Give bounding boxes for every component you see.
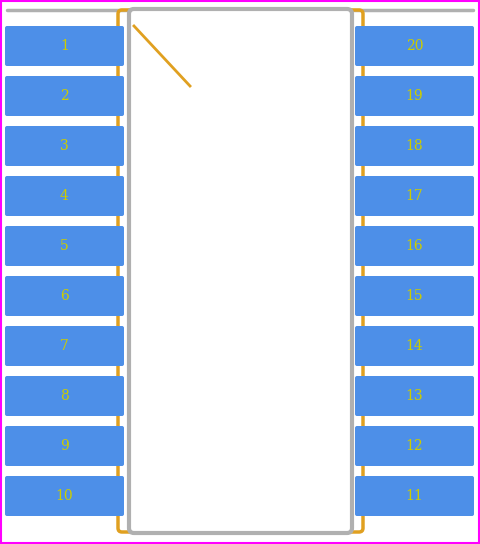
Text: 18: 18 bbox=[406, 139, 423, 153]
Text: 19: 19 bbox=[406, 89, 423, 103]
FancyBboxPatch shape bbox=[355, 326, 474, 366]
FancyBboxPatch shape bbox=[355, 26, 474, 66]
FancyBboxPatch shape bbox=[355, 126, 474, 166]
FancyBboxPatch shape bbox=[355, 226, 474, 266]
Text: 12: 12 bbox=[406, 439, 423, 453]
Text: 6: 6 bbox=[60, 289, 69, 303]
Text: 3: 3 bbox=[60, 139, 69, 153]
Text: 17: 17 bbox=[406, 189, 423, 203]
FancyBboxPatch shape bbox=[355, 276, 474, 316]
Text: 11: 11 bbox=[406, 489, 423, 503]
FancyBboxPatch shape bbox=[355, 76, 474, 116]
Text: 5: 5 bbox=[60, 239, 69, 253]
FancyBboxPatch shape bbox=[355, 426, 474, 466]
FancyBboxPatch shape bbox=[5, 176, 124, 216]
FancyBboxPatch shape bbox=[5, 226, 124, 266]
Text: 9: 9 bbox=[60, 439, 69, 453]
Text: 14: 14 bbox=[406, 339, 423, 353]
FancyBboxPatch shape bbox=[5, 376, 124, 416]
Text: 4: 4 bbox=[60, 189, 69, 203]
FancyBboxPatch shape bbox=[5, 276, 124, 316]
Text: 10: 10 bbox=[56, 489, 73, 503]
Text: 15: 15 bbox=[406, 289, 423, 303]
FancyBboxPatch shape bbox=[129, 9, 352, 533]
FancyBboxPatch shape bbox=[355, 176, 474, 216]
FancyBboxPatch shape bbox=[5, 76, 124, 116]
Text: 20: 20 bbox=[406, 39, 423, 53]
Text: 7: 7 bbox=[60, 339, 69, 353]
FancyBboxPatch shape bbox=[5, 426, 124, 466]
Text: 16: 16 bbox=[406, 239, 423, 253]
FancyBboxPatch shape bbox=[5, 126, 124, 166]
Text: 8: 8 bbox=[60, 389, 69, 403]
FancyBboxPatch shape bbox=[355, 376, 474, 416]
FancyBboxPatch shape bbox=[5, 476, 124, 516]
FancyBboxPatch shape bbox=[355, 476, 474, 516]
FancyBboxPatch shape bbox=[5, 26, 124, 66]
FancyBboxPatch shape bbox=[5, 326, 124, 366]
Text: 2: 2 bbox=[60, 89, 69, 103]
Text: 1: 1 bbox=[60, 39, 69, 53]
Text: 13: 13 bbox=[406, 389, 423, 403]
